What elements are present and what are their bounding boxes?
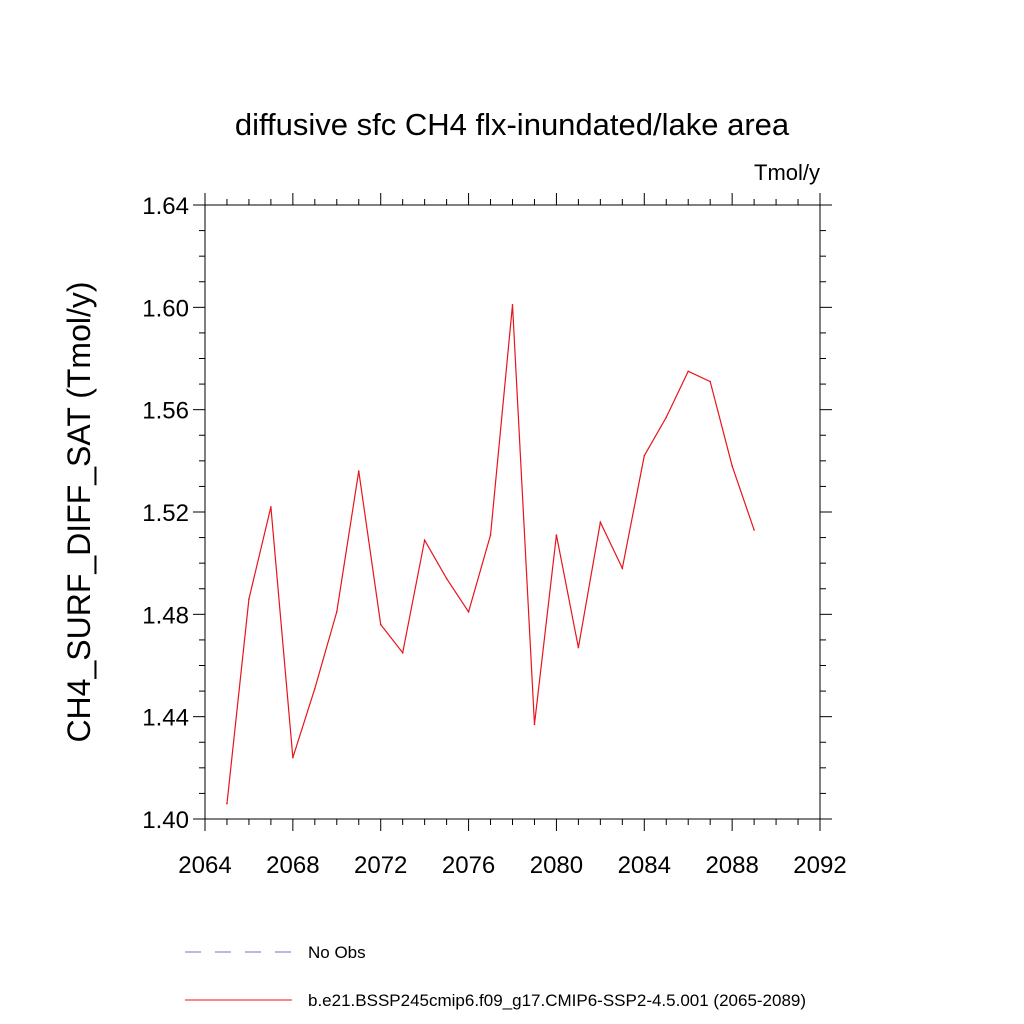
- units-label: Tmol/y: [754, 160, 820, 185]
- data-point: [335, 610, 338, 613]
- series-layer: [226, 303, 755, 805]
- x-tick-label: 2088: [705, 852, 758, 879]
- y-axis-label: CH4_SURF_DIFF_SAT (Tmol/y): [61, 281, 97, 742]
- data-point: [401, 651, 404, 654]
- data-point: [709, 380, 711, 383]
- series-line: [226, 304, 755, 804]
- plot-frame: [204, 204, 821, 820]
- data-point: [511, 303, 514, 306]
- x-tick-label: 2072: [354, 852, 407, 879]
- axis-tick-labels: 2064 2068 2072 2076 2080 2084 2088 2092 1.40 1.44…: [142, 193, 846, 879]
- data-point: [292, 756, 294, 759]
- data-point: [423, 539, 426, 541]
- legend: No Obs b.e21.BSSP245cmip6.f09_g17.CMIP6-S…: [185, 943, 806, 1010]
- data-point: [445, 577, 448, 580]
- data-point: [270, 506, 272, 508]
- chart-title: diffusive sfc CH4 flx-inundated/lake are…: [235, 107, 790, 142]
- data-point: [621, 567, 624, 570]
- axis-ticks: [193, 193, 832, 831]
- data-point: [379, 623, 382, 626]
- y-tick-label: 1.64: [142, 193, 189, 220]
- x-tick-label: 2068: [266, 852, 319, 879]
- data-point: [665, 416, 668, 419]
- x-tick-label: 2076: [442, 852, 495, 879]
- x-tick-label: 2080: [530, 852, 583, 879]
- data-point: [357, 470, 360, 472]
- x-tick-label: 2092: [793, 852, 846, 879]
- data-point: [687, 370, 690, 373]
- data-point: [533, 723, 536, 726]
- data-point: [577, 646, 580, 649]
- data-point: [753, 529, 755, 531]
- data-point: [248, 598, 250, 600]
- data-point: [643, 454, 646, 457]
- y-tick-label: 1.56: [142, 398, 189, 425]
- data-point: [555, 534, 558, 536]
- data-point: [731, 465, 733, 467]
- y-tick-label: 1.44: [142, 705, 189, 732]
- data-point: [467, 610, 470, 613]
- y-tick-label: 1.40: [142, 807, 189, 834]
- data-point: [489, 534, 492, 536]
- y-tick-label: 1.48: [142, 602, 189, 629]
- legend-label: b.e21.BSSP245cmip6.f09_g17.CMIP6-SSP2-4.…: [308, 991, 806, 1010]
- x-tick-label: 2064: [178, 852, 231, 879]
- data-point: [599, 521, 602, 524]
- data-point: [226, 802, 228, 805]
- x-tick-label: 2084: [618, 852, 671, 879]
- y-tick-label: 1.60: [142, 295, 189, 322]
- y-tick-label: 1.52: [142, 500, 189, 527]
- data-point: [314, 687, 316, 690]
- legend-label: No Obs: [308, 943, 366, 962]
